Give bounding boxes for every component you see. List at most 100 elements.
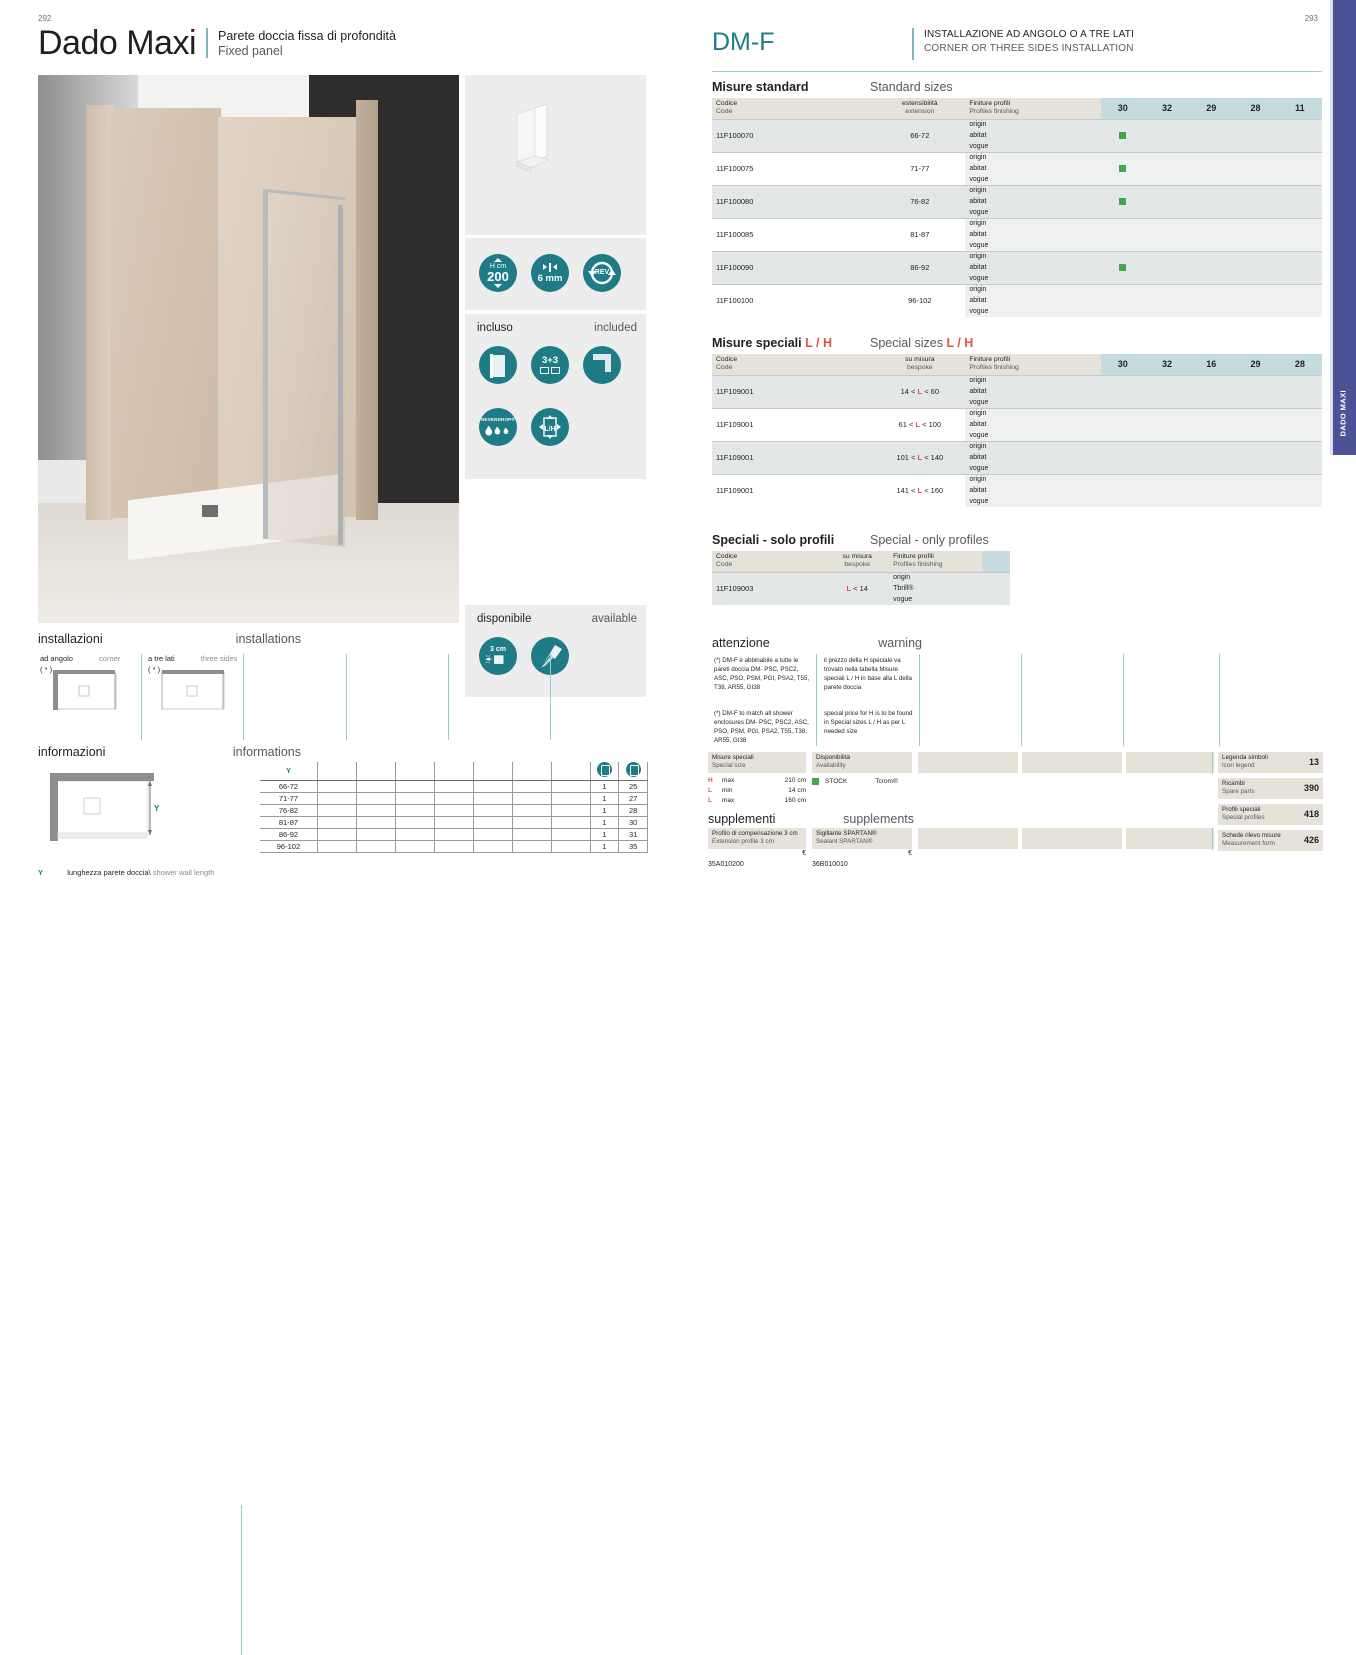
cell-finish-origin: origin	[965, 283, 1101, 295]
special-title-lh-it: L / H	[805, 336, 832, 350]
y-legend-key: Y	[38, 868, 44, 877]
cell-stock	[1189, 306, 1234, 317]
cell-stock	[1189, 240, 1234, 251]
legend-item[interactable]: Ricambi Spare parts 390	[1218, 778, 1323, 799]
cell-blank	[551, 816, 591, 829]
cell-stock	[1144, 196, 1190, 207]
cell-blank	[395, 816, 435, 829]
cell-size: 76-82	[874, 184, 966, 218]
cell-code: 11F100090	[712, 250, 806, 284]
cell-finish-origin: origin	[965, 118, 1101, 130]
cell-size: 101 < L < 140	[874, 440, 966, 474]
installations-section: installazioni installations ad angolo co…	[38, 632, 646, 742]
supplement-1-it: Profilo di compensazione 3 cm	[712, 830, 798, 837]
size-key: L	[708, 797, 712, 805]
cell-size: 86-92	[874, 250, 966, 284]
included-label-it: incluso	[477, 322, 513, 334]
cell-code: 11F109003	[712, 571, 781, 605]
legend-item[interactable]: Schede rilevo misure Measurement form 426	[1218, 830, 1323, 851]
special-size-strip-en: Special size	[712, 761, 746, 769]
size-value: 14 cm	[788, 787, 806, 795]
col-blank-7	[551, 762, 591, 781]
col-finish-32: 32	[1144, 98, 1190, 119]
cell-stock	[1277, 262, 1322, 273]
stock-label: STOCK	[825, 778, 848, 785]
col-blank-3	[395, 762, 435, 781]
col-blank-6	[512, 762, 552, 781]
legend-item-page: 390	[1303, 783, 1319, 793]
cell-stock	[1189, 374, 1234, 386]
cell-stock	[1277, 496, 1322, 507]
cell-price	[805, 118, 875, 152]
cell-stock	[1144, 397, 1190, 408]
cell-stock	[1277, 440, 1322, 452]
coating-label: NEVERDROP®	[481, 416, 515, 422]
informations-table: Y 66-72 1 25 71-77 1 27 76-82 1 28 81-87 1 30 86-92 1…	[260, 762, 648, 853]
table-row: abitat	[712, 196, 1322, 207]
cell-stock	[1189, 184, 1234, 196]
cell-blank	[434, 840, 474, 853]
installation-three-sides-en: three sides	[200, 654, 238, 663]
cell-finish-tbrill: Tbrill®	[889, 583, 982, 594]
legend-item[interactable]: Profili speciali Special profiles 418	[1218, 804, 1323, 825]
cell-stock	[1233, 217, 1278, 229]
cell-blank	[356, 828, 396, 841]
cell-stock	[1277, 207, 1322, 218]
cell-blank	[434, 828, 474, 841]
cell-finish-origin: origin	[965, 374, 1101, 386]
nevergrop-coating-icon: NEVERDROP®	[479, 408, 517, 446]
cell-finish-vogue: vogue	[965, 141, 1101, 152]
table-row: vogue	[712, 141, 1322, 152]
col-finish-30: 30	[1100, 354, 1145, 375]
cell-stock	[1233, 163, 1278, 174]
col-rule-3	[1123, 654, 1124, 746]
photo-panel-a	[86, 105, 114, 520]
cell-stock	[1144, 250, 1190, 262]
supplements-title-en: supplements	[843, 812, 914, 826]
cell-y: 96-102	[260, 840, 318, 853]
table-row: vogue	[712, 430, 1322, 441]
cell-stock	[1277, 174, 1322, 185]
table-row: abitat	[712, 419, 1322, 430]
cell-stock	[1189, 283, 1234, 295]
cell-blank	[512, 840, 552, 853]
y-legend-it: lunghezza parete doccia\	[67, 868, 151, 877]
cell-stock	[1100, 430, 1145, 441]
cell-finish-vogue: vogue	[965, 463, 1101, 474]
installation-corner-en: corner	[99, 654, 121, 663]
cell-stock	[1233, 407, 1278, 419]
warning-price-it: il prezzo della H speciale va trovato ne…	[824, 657, 912, 691]
stock-legend: STOCK Tcrom®	[812, 778, 898, 785]
cell-blank	[317, 840, 357, 853]
cell-stock	[1277, 397, 1322, 408]
cell-stock	[981, 594, 1010, 605]
cell-stock	[1189, 430, 1234, 441]
photo-glass-panel	[263, 188, 345, 548]
cell-size: 81-87	[874, 217, 966, 251]
cell-blank	[356, 804, 396, 817]
table-row: vogue	[712, 594, 1010, 605]
warning-text-en: (*) DM-F to match all shower enclosures …	[714, 710, 809, 744]
glass-panel-icon	[479, 346, 517, 384]
cell-packages: 1	[590, 780, 620, 793]
legend-item[interactable]: Legenda simboli Icon legend 13	[1218, 752, 1323, 773]
product-code: DM-F	[712, 28, 775, 56]
col-finish-29: 29	[1189, 98, 1234, 119]
cell-stock	[1100, 118, 1145, 130]
col-size: su misura bespoke	[874, 354, 966, 375]
cell-stock	[1189, 217, 1234, 229]
cell-stock	[1277, 485, 1322, 496]
left-right-label: L/H	[544, 426, 556, 434]
title-divider	[206, 28, 209, 58]
col-size: su misura bespoke	[825, 551, 890, 572]
cell-blank	[551, 792, 591, 805]
cell-stock	[981, 571, 1010, 583]
empty-strip-4	[918, 828, 1018, 849]
available-label-en: available	[591, 613, 637, 625]
side-tab-dado-maxi[interactable]: DADO MAXI	[1330, 0, 1356, 455]
col-code: Codice Code	[712, 551, 781, 572]
col-finish-11: 11	[1277, 98, 1322, 119]
cell-size: 141 < L < 160	[874, 473, 966, 507]
